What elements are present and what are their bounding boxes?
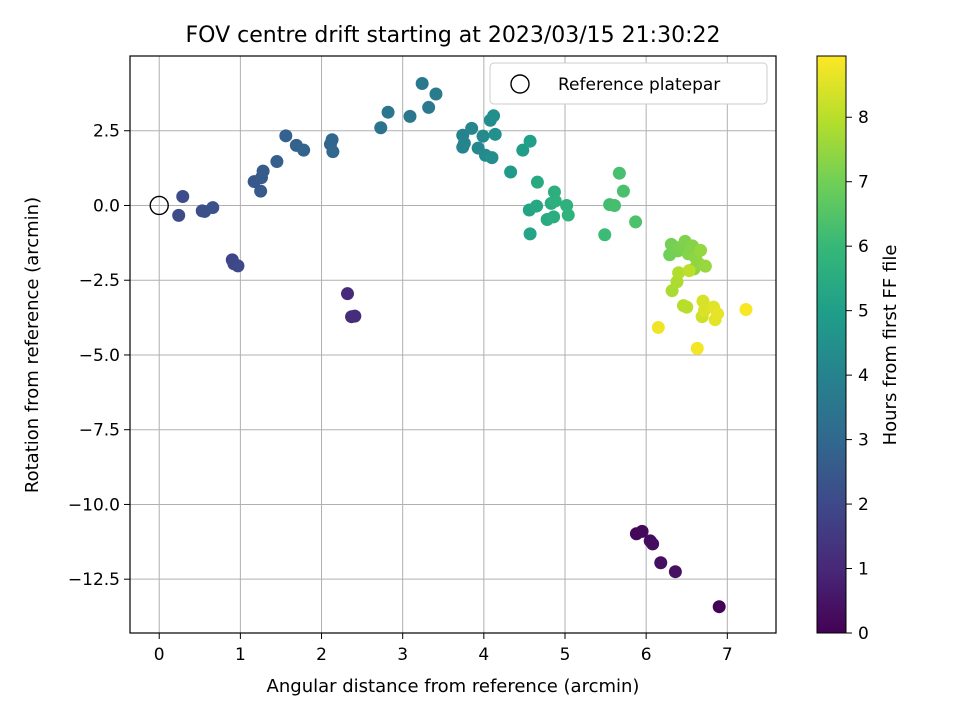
data-point	[172, 208, 186, 222]
data-point	[612, 166, 626, 180]
legend-box	[489, 62, 768, 105]
x-tick-label: 7	[722, 645, 733, 665]
y-axis-label: Rotation from reference (arcmin)	[22, 197, 43, 493]
y-axis-ticks: 2.5 0.0 −2.5 −5.0 −7.5 −10.0 −12.5	[68, 122, 130, 590]
y-tick-label: −12.5	[68, 570, 120, 590]
data-point	[476, 129, 490, 143]
x-axis-label: Angular distance from reference (arcmin)	[267, 676, 640, 697]
data-point	[690, 341, 704, 355]
data-point	[672, 266, 686, 280]
y-tick-label: −10.0	[68, 495, 120, 515]
data-point	[270, 155, 284, 169]
data-point	[739, 303, 753, 317]
data-point	[523, 134, 537, 148]
colorbar-tick-label: 6	[858, 237, 869, 257]
data-point	[646, 537, 660, 551]
data-point	[629, 215, 643, 229]
data-point	[488, 127, 502, 141]
data-point	[711, 307, 725, 321]
data-point	[608, 198, 621, 212]
y-tick-label: 2.5	[93, 122, 120, 142]
data-point	[231, 259, 245, 273]
reference-platepar-marker	[149, 195, 169, 216]
data-point	[465, 121, 479, 135]
x-tick-label: 6	[641, 645, 652, 665]
data-point	[457, 136, 471, 150]
data-point	[415, 77, 429, 91]
chart-title: FOV centre drift starting at 2023/03/15 …	[186, 23, 721, 48]
data-point	[206, 201, 220, 215]
data-point	[616, 184, 630, 198]
data-point	[712, 600, 726, 614]
data-point	[403, 109, 417, 123]
data-point	[560, 198, 574, 212]
colorbar-tick-label: 7	[858, 173, 869, 193]
data-point	[523, 227, 537, 241]
legend-label: Reference platepar	[558, 75, 720, 95]
data-point	[504, 165, 518, 179]
grid	[130, 56, 776, 633]
data-point	[422, 100, 436, 114]
scatter-points	[172, 77, 753, 614]
x-tick-label: 0	[154, 645, 165, 665]
legend: Reference platepar	[489, 62, 768, 105]
colorbar-tick-label: 1	[858, 560, 869, 580]
x-tick-label: 2	[316, 645, 327, 665]
data-point	[297, 143, 311, 157]
x-tick-label: 3	[397, 645, 408, 665]
y-tick-label: −5.0	[79, 346, 120, 366]
data-point	[348, 309, 362, 323]
data-point	[374, 121, 388, 135]
data-point	[325, 133, 339, 147]
data-point	[381, 105, 395, 119]
y-tick-label: −2.5	[79, 271, 120, 291]
colorbar-tick-label: 5	[858, 302, 869, 322]
plot-frame	[129, 55, 777, 634]
data-point	[530, 175, 544, 189]
colorbar: 0 1 2 3 4 5 6 7 8 Hours from first FF file	[816, 55, 901, 644]
x-axis-ticks: 0 1 2 3 4 5 6 7	[154, 633, 733, 665]
x-tick-label: 4	[478, 645, 489, 665]
data-point	[429, 87, 443, 101]
y-tick-label: −7.5	[79, 421, 120, 441]
reference-marker-layer	[149, 195, 169, 216]
x-tick-label: 1	[235, 645, 246, 665]
data-point	[326, 145, 340, 159]
data-point	[635, 524, 649, 538]
data-point	[680, 300, 694, 314]
data-point	[530, 199, 544, 213]
data-point	[598, 228, 612, 242]
colorbar-ticks: 0 1 2 3 4 5 6 7 8	[846, 108, 869, 644]
data-point	[256, 164, 270, 178]
colorbar-gradient	[816, 55, 847, 634]
colorbar-tick-label: 3	[858, 431, 869, 451]
colorbar-tick-label: 0	[858, 624, 869, 644]
data-point	[254, 184, 268, 198]
data-point	[561, 208, 575, 222]
data-point	[694, 243, 708, 257]
colorbar-label: Hours from first FF file	[880, 245, 901, 446]
data-point	[547, 210, 561, 224]
data-point	[485, 151, 499, 165]
data-point	[176, 190, 190, 204]
data-point	[516, 143, 530, 157]
colorbar-tick-label: 8	[858, 108, 869, 128]
colorbar-tick-label: 4	[858, 366, 869, 386]
data-point	[487, 109, 501, 123]
data-point	[340, 287, 354, 301]
data-point	[682, 264, 696, 278]
colorbar-tick-label: 2	[858, 495, 869, 515]
data-point	[698, 259, 712, 273]
y-tick-label: 0.0	[93, 196, 120, 216]
legend-marker-icon	[510, 74, 530, 94]
data-point	[279, 129, 293, 143]
data-point	[668, 565, 682, 579]
x-tick-label: 5	[560, 645, 571, 665]
data-point	[654, 556, 668, 570]
data-point	[548, 194, 562, 208]
data-point	[651, 320, 665, 334]
